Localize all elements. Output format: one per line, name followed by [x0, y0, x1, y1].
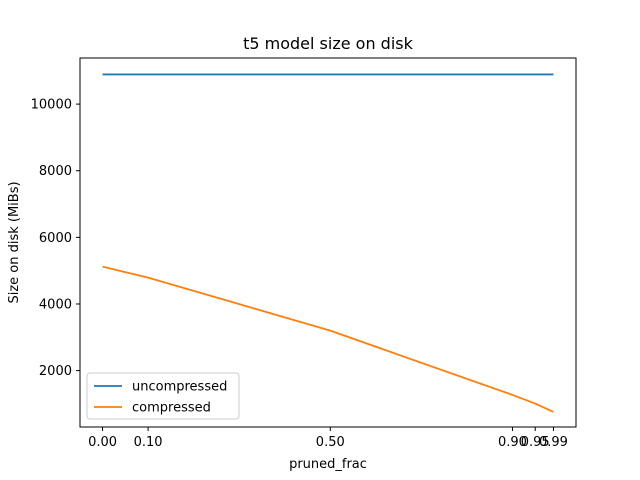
y-axis-label: Size on disk (MiBs) [7, 181, 22, 303]
x-tick-label: 0.10 [134, 435, 163, 450]
legend-label: uncompressed [132, 380, 227, 395]
legend-box [86, 372, 240, 420]
chart-title: t5 model size on disk [243, 34, 414, 53]
legend-label: compressed [132, 401, 211, 416]
x-tick-label: 0.50 [316, 435, 345, 450]
y-tick-label: 4000 [39, 297, 72, 312]
series-line-compressed [102, 265, 554, 413]
y-tick-label: 2000 [39, 364, 72, 379]
y-tick-label: 8000 [39, 164, 72, 179]
x-tick-label: 0.00 [88, 435, 117, 450]
legend: uncompressed compressed [86, 372, 240, 420]
x-tick-label: 0.90 [498, 435, 527, 450]
x-axis: 0.00 0.10 0.50 0.900.950.99 [88, 427, 568, 450]
plot-area [102, 73, 554, 413]
x-tick-label: 0.99 [539, 435, 568, 450]
y-tick-label: 10000 [31, 98, 72, 113]
axes-frame [79, 57, 577, 428]
y-axis: 2000 4000 6000 8000 10000 [31, 98, 80, 379]
y-tick-label: 6000 [39, 231, 72, 246]
x-axis-label: pruned_frac [289, 457, 367, 472]
x-tick-label: 0.95 [521, 435, 550, 450]
